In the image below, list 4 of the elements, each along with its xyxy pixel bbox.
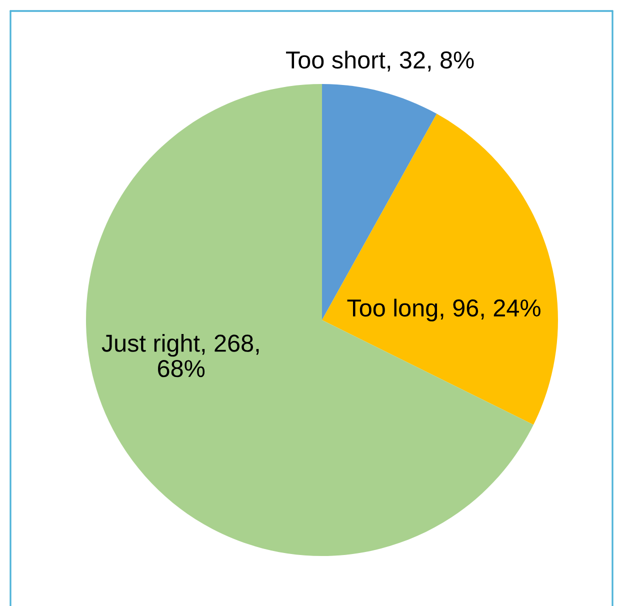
slice-label: Too short, 32, 8%: [286, 50, 474, 72]
pie-slice: [322, 114, 558, 425]
slice-label: Too long, 96, 24%: [347, 298, 540, 322]
slice-label: Just right, 268, 68%: [102, 334, 259, 378]
